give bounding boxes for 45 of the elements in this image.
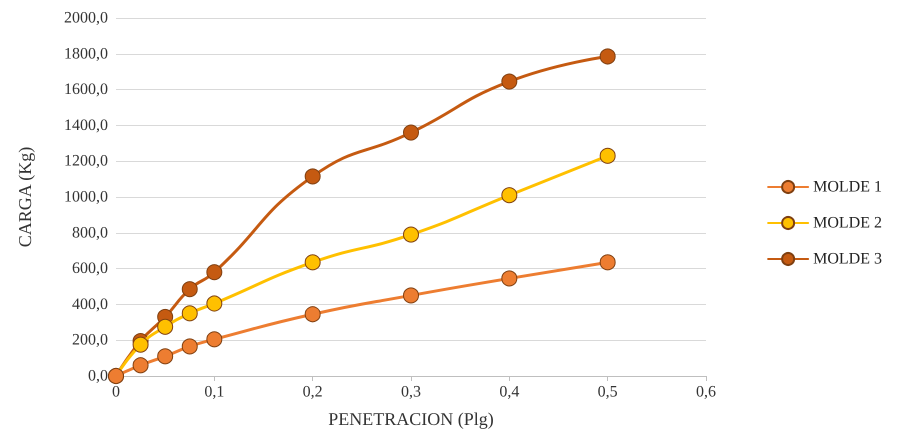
y-tick-label: 1200,0 [64,152,108,170]
point [182,338,198,354]
point [403,287,419,304]
point [206,264,222,280]
point [157,318,174,335]
x-axis-title: PENETRACION (Plg) [328,409,494,429]
y-tick-label: 1800,0 [64,45,108,62]
y-tick-label: 200,0 [72,332,108,349]
y-tick-label: 800,0 [72,224,108,242]
point [304,254,321,270]
point [132,336,149,353]
x-tick-label: 0,1 [204,384,224,400]
point [304,306,321,322]
point [501,270,518,286]
point [403,226,419,243]
x-tick-label: 0,6 [696,384,716,400]
y-tick-label: 1400,0 [64,116,108,134]
legend-label: MOLDE 3 [813,250,882,268]
y-tick-label: 1600,0 [64,81,108,98]
legend-label: MOLDE 2 [813,214,882,232]
point [600,148,616,164]
y-tick-label: 600,0 [72,260,108,278]
point [182,305,198,322]
point [403,124,419,141]
legend-label: MOLDE 1 [813,178,882,196]
point [501,74,518,90]
point [501,187,518,204]
x-tick-label: 0 [112,384,120,400]
y-tick-label: 0,0 [88,368,108,384]
y-tick-label: 2000,0 [64,10,108,26]
point [157,348,174,364]
point [600,254,616,270]
y-axis-title: CARGA (Kg) [15,146,35,248]
y-tick-label: 400,0 [72,296,108,313]
x-tick-label: 0,5 [598,384,618,400]
x-tick-label: 0,2 [302,384,323,400]
y-tick-label: 1000,0 [64,188,108,206]
point [600,48,616,64]
point [206,296,222,312]
point [206,331,222,348]
x-tick-label: 0,4 [499,384,520,400]
point [132,357,149,374]
point [304,168,321,184]
point [182,281,198,298]
x-tick-label: 0,3 [401,384,421,400]
